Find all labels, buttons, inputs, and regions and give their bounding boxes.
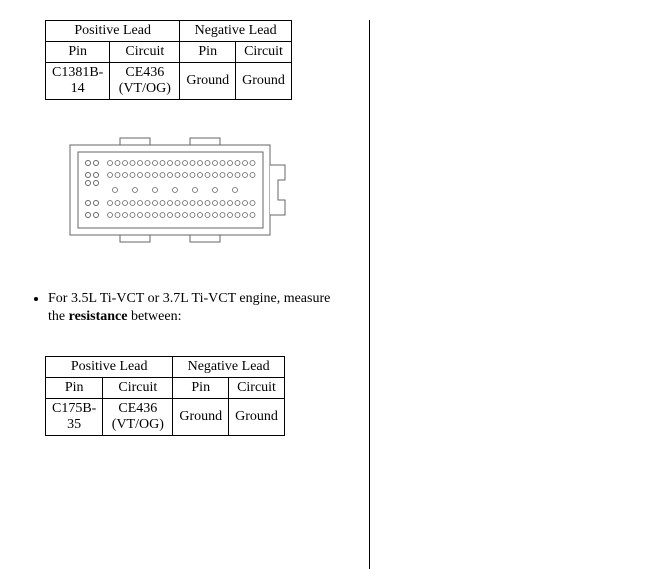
pos-circuit-cell: CE436 (VT/OG) — [110, 63, 180, 100]
positive-lead-header: Positive Lead — [46, 21, 180, 42]
pin-header: Pin — [180, 42, 236, 63]
circuit-header: Circuit — [236, 42, 292, 63]
neg-pin-cell: Ground — [180, 63, 236, 100]
neg-circuit-cell: Ground — [229, 399, 285, 436]
connector-diagram — [60, 130, 290, 250]
connector-svg — [60, 130, 290, 250]
table-row: C175B-35 CE436 (VT/OG) Ground Ground — [46, 399, 285, 436]
pin-header: Pin — [46, 378, 103, 399]
circuit-header: Circuit — [103, 378, 173, 399]
instruction-list: For 3.5L Ti-VCT or 3.7L Ti-VCT engine, m… — [48, 290, 349, 326]
content-area: Positive Lead Negative Lead Pin Circuit … — [30, 20, 370, 569]
negative-lead-header: Negative Lead — [173, 357, 285, 378]
pos-pin-cell: C175B-35 — [46, 399, 103, 436]
instruction-suffix: between: — [127, 309, 181, 324]
lead-table-1: Positive Lead Negative Lead Pin Circuit … — [45, 20, 292, 100]
pos-pin-cell: C1381B-14 — [46, 63, 110, 100]
pin-header: Pin — [46, 42, 110, 63]
lead-table-2: Positive Lead Negative Lead Pin Circuit … — [45, 356, 285, 436]
circuit-header: Circuit — [229, 378, 285, 399]
neg-pin-cell: Ground — [173, 399, 229, 436]
circuit-header: Circuit — [110, 42, 180, 63]
positive-lead-header: Positive Lead — [46, 357, 173, 378]
neg-circuit-cell: Ground — [236, 63, 292, 100]
pos-circuit-cell: CE436 (VT/OG) — [103, 399, 173, 436]
table-row: C1381B-14 CE436 (VT/OG) Ground Ground — [46, 63, 292, 100]
instruction-item: For 3.5L Ti-VCT or 3.7L Ti-VCT engine, m… — [48, 290, 348, 326]
negative-lead-header: Negative Lead — [180, 21, 292, 42]
instruction-bold: resistance — [69, 309, 128, 324]
pin-header: Pin — [173, 378, 229, 399]
